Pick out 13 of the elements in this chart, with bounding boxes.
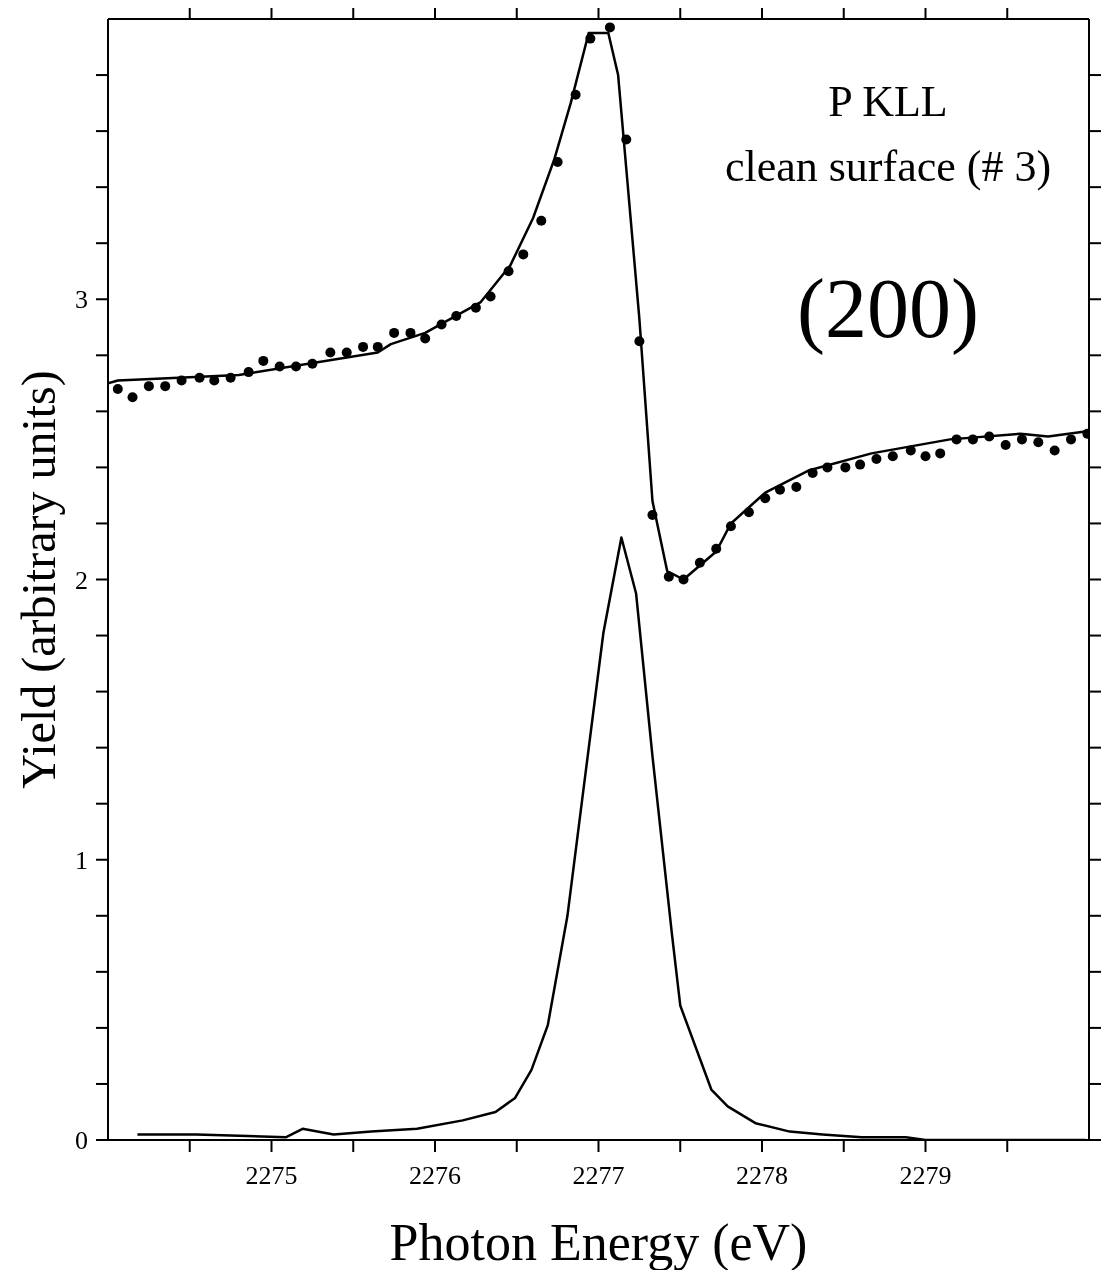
y-tick-label: 1 — [75, 845, 88, 875]
y-tick-label: 0 — [75, 1126, 88, 1155]
annotation: clean surface (# 3) — [723, 142, 1053, 192]
x-tick-label: 2279 — [899, 1161, 952, 1190]
annotation: P KLL — [827, 77, 949, 127]
x-tick-label: 2278 — [736, 1161, 788, 1190]
x-tick-label: 2275 — [245, 1161, 298, 1190]
x-tick-label: 2276 — [409, 1161, 461, 1190]
annotation: (200) — [796, 262, 980, 356]
y-tick-label: 3 — [75, 285, 88, 315]
y-tick-label: 2 — [75, 565, 88, 595]
x-tick-label: 2277 — [572, 1161, 625, 1190]
y-axis-title: Yield (arbitrary units) — [12, 370, 67, 789]
